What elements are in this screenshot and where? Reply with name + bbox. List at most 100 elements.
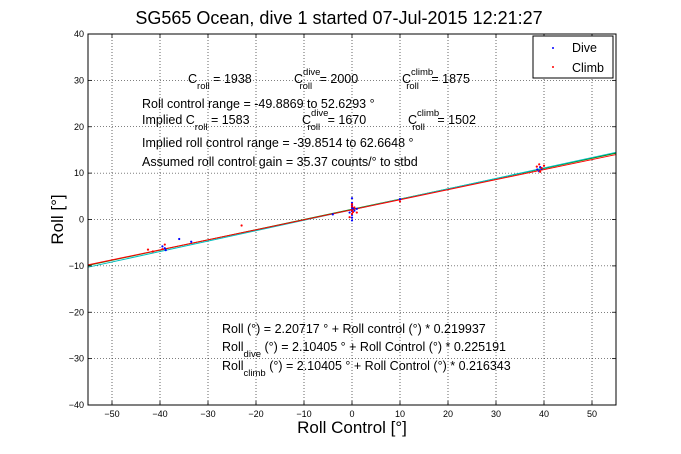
- data-point-dive: [348, 211, 351, 214]
- data-point-climb: [348, 216, 351, 219]
- legend-label-climb: Climb: [572, 61, 604, 75]
- y-tick-label: 10: [74, 168, 84, 178]
- x-tick-label: 40: [539, 409, 549, 419]
- c-roll-climb-subscript: roll: [406, 81, 419, 92]
- data-point-dive: [350, 219, 354, 222]
- fit-climb-label: Roll: [222, 359, 244, 373]
- implied-c-dive-symbol: C: [302, 113, 311, 127]
- data-point-climb: [398, 200, 402, 203]
- annotation-gain: Assumed roll control gain = 35.37 counts…: [142, 155, 418, 169]
- annotation-implied-range: Implied roll control range = -39.8514 to…: [142, 136, 414, 150]
- data-point-dive: [350, 197, 354, 200]
- data-point-climb: [539, 170, 542, 173]
- annotation-implied-c-roll-climb: Cclimb roll = 1502: [408, 108, 476, 133]
- data-point-dive: [178, 237, 181, 241]
- implied-c-climb-value: = 1502: [434, 113, 476, 127]
- c-roll-dive-subscript: roll: [299, 81, 312, 92]
- data-point-climb: [353, 206, 356, 209]
- annotation-fit-dive: Rolldive (°) = 2.10405 ° + Roll Control …: [222, 340, 506, 360]
- chart-title: SG565 Ocean, dive 1 started 07-Jul-2015 …: [135, 8, 542, 28]
- data-point-climb: [351, 210, 355, 214]
- c-roll-dive-symbol: C: [294, 72, 303, 86]
- data-point-climb: [535, 165, 538, 168]
- annotation-roll-control-range: Roll control range = -49.8869 to 52.6293…: [142, 97, 375, 111]
- y-axis-label: Roll [°]: [48, 194, 67, 244]
- x-tick-label: −20: [248, 409, 263, 419]
- data-point-climb: [350, 212, 354, 216]
- y-tick-label: 20: [74, 122, 84, 132]
- axis-ticks: −50 −40 −30 −20 −10 0 10 20 30 40 50 −40 −30 −20 −10 0 1…: [69, 29, 616, 419]
- c-roll-dive-superscript: dive: [303, 67, 320, 78]
- x-tick-label: 30: [491, 409, 501, 419]
- c-roll-dive-value: = 2000: [316, 72, 358, 86]
- data-point-climb: [146, 248, 150, 251]
- c-roll-climb-symbol: C: [402, 72, 411, 86]
- fit-dive-label: Roll: [222, 340, 244, 354]
- implied-c-label: Implied C: [142, 113, 195, 127]
- y-tick-label: −20: [69, 307, 84, 317]
- data-point-climb: [240, 224, 243, 227]
- data-point-dive: [355, 207, 358, 210]
- x-tick-label: 0: [349, 409, 354, 419]
- fit-dive-subscript: dive: [244, 349, 261, 360]
- legend-box: [532, 35, 614, 79]
- y-tick-label: 30: [74, 75, 84, 85]
- x-tick-label: −50: [104, 409, 119, 419]
- data-point-dive: [163, 247, 166, 250]
- x-axis-label: Roll Control [°]: [297, 418, 407, 437]
- implied-c-climb-superscript: climb: [417, 108, 439, 119]
- annotation-implied-c-roll-dive: Cdive roll = 1670: [302, 108, 366, 133]
- legend-marker-dive: [552, 47, 554, 49]
- annotation-fit-all: Roll (°) = 2.20717 ° + Roll control (°) …: [222, 322, 486, 336]
- data-point-climb: [161, 248, 164, 251]
- c-roll-subscript: roll: [197, 81, 210, 92]
- legend-label-dive: Dive: [572, 41, 597, 55]
- fit-climb-equation: (°) = 2.10405 ° + Roll Control (°) * 0.2…: [266, 359, 511, 373]
- data-point-dive: [536, 168, 539, 171]
- fit-climb-subscript: climb: [244, 368, 266, 379]
- y-tick-label: 0: [79, 215, 84, 225]
- c-roll-symbol: C: [188, 72, 197, 86]
- y-tick-label: 40: [74, 29, 84, 39]
- x-tick-label: −30: [200, 409, 215, 419]
- c-roll-value: = 1938: [210, 72, 252, 86]
- implied-c-dive-subscript: roll: [307, 122, 320, 133]
- data-point-dive: [331, 213, 334, 216]
- implied-c-value: = 1583: [207, 113, 249, 127]
- x-tick-label: −10: [296, 409, 311, 419]
- fit-dive-equation: (°) = 2.10405 ° + Roll Control (°) * 0.2…: [261, 340, 506, 354]
- x-tick-label: 20: [443, 409, 453, 419]
- legend: Dive Climb: [532, 35, 614, 79]
- data-point-dive: [161, 245, 164, 248]
- data-point-climb: [538, 163, 541, 166]
- data-points: [146, 163, 546, 253]
- implied-c-dive-value: = 1670: [324, 113, 366, 127]
- annotation-fit-climb: Rollclimb (°) = 2.10405 ° + Roll Control…: [222, 359, 511, 379]
- data-point-dive: [398, 197, 402, 201]
- data-point-climb: [350, 203, 354, 206]
- y-tick-label: −40: [69, 400, 84, 410]
- c-roll-climb-superscript: climb: [411, 67, 433, 78]
- data-point-dive: [190, 240, 193, 243]
- annotation-c-roll-dive: Cdive roll = 2000: [294, 67, 358, 92]
- annotation-c-roll: Croll = 1938: [188, 72, 252, 92]
- x-tick-label: 50: [587, 409, 597, 419]
- y-tick-label: −10: [69, 261, 84, 271]
- annotation-c-roll-climb: Cclimb roll = 1875: [402, 67, 470, 92]
- data-point-climb: [163, 243, 166, 246]
- data-point-climb: [350, 205, 354, 208]
- data-point-dive: [350, 216, 354, 219]
- data-point-climb: [540, 166, 543, 170]
- y-tick-label: −30: [69, 354, 84, 364]
- data-point-climb: [151, 250, 154, 253]
- data-point-climb: [350, 209, 354, 212]
- implied-c-climb-subscript: roll: [412, 122, 425, 133]
- implied-c-subscript: roll: [195, 122, 208, 133]
- x-tick-label: −40: [152, 409, 167, 419]
- x-tick-label: 10: [395, 409, 405, 419]
- legend-marker-climb: [552, 66, 554, 68]
- c-roll-climb-value: = 1875: [428, 72, 470, 86]
- annotation-implied-c-roll: Implied Croll = 1583: [142, 113, 250, 133]
- data-point-dive: [164, 249, 167, 252]
